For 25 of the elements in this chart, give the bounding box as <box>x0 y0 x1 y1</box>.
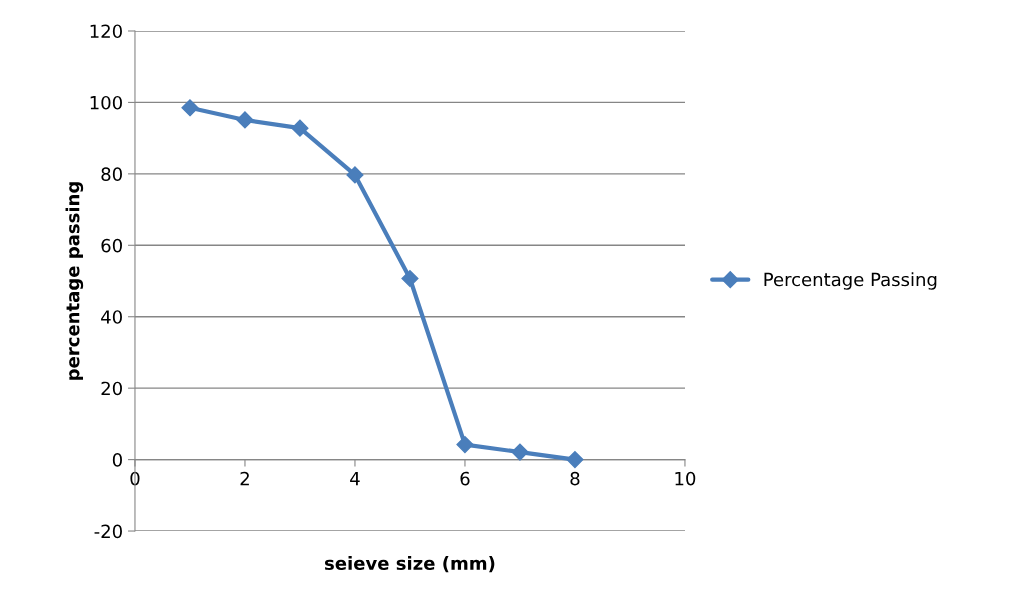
y-tick-label: 100 <box>90 95 122 110</box>
x-axis-title: seieve size (mm) <box>324 556 495 573</box>
y-tick-label: 0 <box>112 453 122 467</box>
point <box>346 166 364 184</box>
point <box>291 119 309 137</box>
point <box>511 443 529 461</box>
y-axis-title: percentage passing <box>65 182 84 380</box>
point <box>566 451 584 469</box>
y-tick-label: 20 <box>101 381 122 396</box>
point <box>181 99 199 117</box>
y-tick-label: 120 <box>90 24 122 39</box>
legend-label: Percentage Passing <box>764 272 937 290</box>
x-tick-label: 0 <box>130 471 140 486</box>
y-tick-label: -20 <box>94 524 122 539</box>
x-tick-label: 6 <box>460 471 470 486</box>
y-tick-label: 80 <box>101 167 122 181</box>
point <box>236 111 254 129</box>
point <box>456 436 474 454</box>
x-tick-label: 4 <box>350 471 360 486</box>
x-tick-label: 8 <box>570 471 580 486</box>
x-tick-label: 2 <box>240 471 249 486</box>
x-tick-label: 10 <box>675 471 696 486</box>
y-tick-label: 40 <box>101 310 122 324</box>
point <box>401 269 419 288</box>
y-tick-label: 60 <box>101 238 122 253</box>
